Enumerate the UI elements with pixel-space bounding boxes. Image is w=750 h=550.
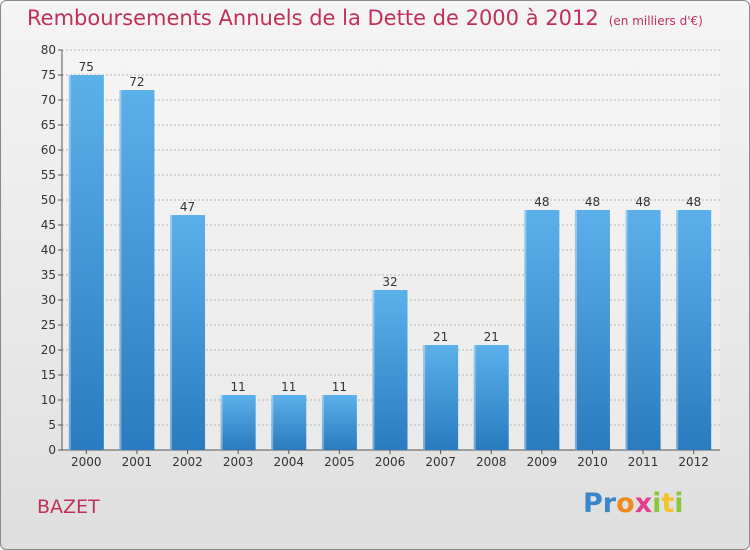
y-tick-label: 75: [41, 68, 56, 82]
labels: 0 5 10 15 20 25 30 35 40 45 50 55 60 65 70 75 80 75 2000 72…: [41, 43, 709, 469]
y-tick-label: 70: [41, 93, 56, 107]
data-label-2004: 11: [281, 380, 296, 394]
y-tick-label: 20: [41, 343, 56, 357]
bar-2009: [524, 210, 560, 450]
y-tick-label: 40: [41, 243, 56, 257]
data-label-2000: 75: [79, 60, 94, 74]
bar-2008: [473, 345, 509, 450]
bars: [68, 75, 712, 450]
data-label-2003: 11: [231, 380, 246, 394]
y-tick-label: 30: [41, 293, 56, 307]
bar-2010: [574, 210, 610, 450]
y-tick-label: 15: [41, 368, 56, 382]
bar-2005: [321, 395, 357, 450]
x-tick-label: 2003: [223, 455, 254, 469]
bar-highlight: [524, 210, 527, 450]
bar-highlight: [68, 75, 71, 450]
y-tick-label: 65: [41, 118, 56, 132]
data-label-2011: 48: [635, 195, 650, 209]
bar-2002: [170, 215, 206, 450]
bar-highlight: [574, 210, 577, 450]
data-label-2006: 32: [382, 275, 397, 289]
bar-highlight: [676, 210, 679, 450]
x-tick-label: 2010: [577, 455, 608, 469]
bar-highlight: [321, 395, 324, 450]
y-tick-label: 50: [41, 193, 56, 207]
commune-name: BAZET: [37, 496, 100, 518]
bar-2003: [220, 395, 256, 450]
bar-highlight: [625, 210, 628, 450]
data-label-2007: 21: [433, 330, 448, 344]
x-tick-label: 2006: [375, 455, 406, 469]
y-tick-label: 60: [41, 143, 56, 157]
bar-2012: [676, 210, 712, 450]
y-tick-label: 5: [48, 418, 56, 432]
x-tick-label: 2011: [628, 455, 659, 469]
chart-title: Remboursements Annuels de la Dette de 20…: [27, 6, 703, 30]
bar-highlight: [170, 215, 173, 450]
data-label-2012: 48: [686, 195, 701, 209]
x-tick-label: 2012: [678, 455, 709, 469]
bar-highlight: [220, 395, 223, 450]
data-label-2008: 21: [484, 330, 499, 344]
bar-highlight: [473, 345, 476, 450]
y-tick-label: 35: [41, 268, 56, 282]
x-tick-label: 2007: [425, 455, 456, 469]
x-tick-label: 2004: [273, 455, 304, 469]
data-label-2010: 48: [585, 195, 600, 209]
x-tick-label: 2002: [172, 455, 203, 469]
x-tick-label: 2000: [71, 455, 102, 469]
x-tick-label: 2009: [527, 455, 558, 469]
x-tick-label: 2001: [122, 455, 153, 469]
y-tick-label: 45: [41, 218, 56, 232]
chart-subtitle: (en milliers d'€): [608, 14, 703, 28]
y-tick-label: 25: [41, 318, 56, 332]
bar-highlight: [423, 345, 426, 450]
bar-2007: [423, 345, 459, 450]
y-tick-label: 0: [48, 443, 56, 457]
proxiti-logo: Proxiti: [583, 488, 684, 519]
y-tick-label: 55: [41, 168, 56, 182]
data-label-2009: 48: [534, 195, 549, 209]
x-tick-label: 2005: [324, 455, 355, 469]
bar-2004: [271, 395, 307, 450]
bar-2000: [68, 75, 104, 450]
y-tick-label: 10: [41, 393, 56, 407]
title-text: Remboursements Annuels de la Dette de 20…: [27, 6, 599, 30]
bar-2006: [372, 290, 408, 450]
data-label-2005: 11: [332, 380, 347, 394]
x-tick-label: 2008: [476, 455, 507, 469]
data-label-2002: 47: [180, 200, 195, 214]
bar-highlight: [372, 290, 375, 450]
data-label-2001: 72: [129, 75, 144, 89]
bar-highlight: [119, 90, 122, 450]
y-tick-label: 80: [41, 43, 56, 57]
bar-highlight: [271, 395, 274, 450]
bar-2001: [119, 90, 155, 450]
bar-2011: [625, 210, 661, 450]
